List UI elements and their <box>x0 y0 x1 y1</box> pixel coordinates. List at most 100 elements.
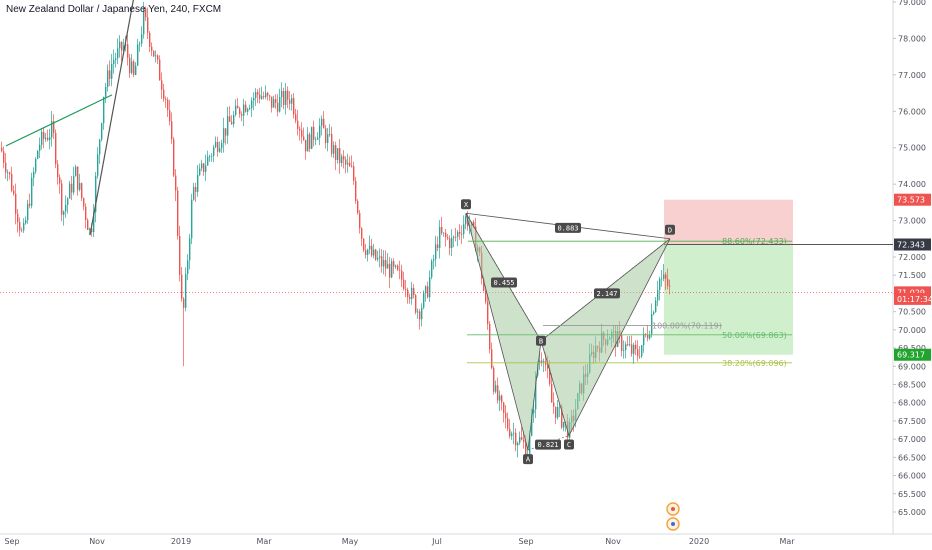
candle-body <box>371 245 373 256</box>
candle-body <box>513 432 515 434</box>
candle-body <box>41 131 43 145</box>
fib-level-label: 100.00%(70.119) <box>652 322 722 331</box>
candle-body <box>445 232 447 238</box>
candle-body <box>57 164 59 178</box>
fib-level-label: 88.60%(72.433) <box>722 237 787 246</box>
trend-line[interactable] <box>89 0 135 236</box>
candle-body <box>125 44 127 46</box>
candle-body <box>325 128 327 143</box>
pattern-point-x[interactable]: X <box>461 199 471 210</box>
time-tick-label: Sep <box>4 537 19 546</box>
candle-body <box>299 128 301 131</box>
candle-body <box>555 406 557 418</box>
pattern-ratio-badge[interactable]: 0.455 <box>491 277 517 288</box>
candle-body <box>103 96 105 124</box>
candle-body <box>335 145 337 161</box>
pattern-ratio-badge[interactable]: 0.821 <box>535 439 561 450</box>
candle-body <box>23 223 25 231</box>
candle-body <box>639 355 641 357</box>
candle-body <box>203 163 205 172</box>
candle-body <box>131 61 133 73</box>
candle-body <box>109 70 111 79</box>
candle-body <box>303 136 305 140</box>
time-tick-label: Sep <box>518 537 533 546</box>
candle-body <box>631 344 633 354</box>
pattern-line-xb <box>465 213 542 341</box>
candle-body <box>101 123 103 140</box>
pattern-ratio-badge[interactable]: 0.883 <box>555 222 581 233</box>
candle-body <box>37 150 39 159</box>
candle-body <box>391 261 393 278</box>
price-tag: 73.573 <box>894 193 931 206</box>
trend-line[interactable] <box>5 94 113 147</box>
candle-body <box>633 344 635 354</box>
candle-body <box>147 17 149 33</box>
candle-body <box>547 364 549 369</box>
event-icons[interactable] <box>666 502 680 531</box>
candle-body <box>237 105 239 109</box>
candle-body <box>311 126 313 149</box>
candle-body <box>511 433 513 437</box>
time-axis[interactable]: Sep Nov 2019 Mar May Jul Sep Nov 2020 Mar <box>4 537 795 546</box>
candle-body <box>365 250 367 255</box>
candle-body <box>149 32 151 47</box>
candle-body <box>397 265 399 270</box>
candle-body <box>279 97 281 112</box>
price-tick-label: 76.000 <box>898 107 926 116</box>
candle-body <box>341 156 343 163</box>
candle-body <box>447 237 449 239</box>
candle-body <box>73 176 75 193</box>
candle-body <box>381 256 383 267</box>
candle-body <box>47 137 49 140</box>
candle-body <box>99 139 101 155</box>
time-tick-label: 2020 <box>689 537 709 546</box>
candle-body <box>289 99 291 104</box>
candle-body <box>623 349 625 351</box>
candle-body <box>363 238 365 251</box>
candle-body <box>541 360 543 363</box>
candle-body <box>159 59 161 81</box>
pattern-point-d[interactable]: D <box>665 224 675 235</box>
candle-body <box>317 137 319 140</box>
candle-body <box>235 105 237 115</box>
candle-body <box>79 183 81 190</box>
candle-body <box>377 257 379 260</box>
candle-body <box>665 274 667 280</box>
candle-body <box>393 261 395 267</box>
candle-body <box>535 375 537 410</box>
candle-body <box>223 128 225 144</box>
pattern-point-a[interactable]: A <box>523 454 533 465</box>
candle-body <box>193 186 195 200</box>
pattern-ratio-badge[interactable]: 2.147 <box>594 288 620 299</box>
price-tick-label: 69.000 <box>898 362 926 371</box>
candle-body <box>309 134 311 149</box>
candle-body <box>291 98 293 104</box>
candle-body <box>643 333 645 346</box>
candle-body <box>551 383 553 403</box>
candle-body <box>525 442 527 457</box>
price-axis[interactable]: 79.000 78.000 77.000 76.000 75.000 74.000 73.0… <box>893 0 926 517</box>
candle-body <box>369 245 371 250</box>
candle-body <box>177 190 179 236</box>
candle-body <box>521 437 523 440</box>
candle-body <box>265 92 267 98</box>
pattern-point-c[interactable]: C <box>564 439 574 450</box>
candle-body <box>113 59 115 64</box>
pattern-point-label: D <box>668 226 672 234</box>
candle-body <box>83 198 85 207</box>
candle-body <box>85 206 87 220</box>
event-flag-icon-dot <box>671 507 675 511</box>
candle-body <box>199 168 201 176</box>
candle-body <box>515 432 517 446</box>
candle-body <box>501 395 503 403</box>
candle-body <box>115 58 117 60</box>
ratio-badge-bg <box>594 288 620 299</box>
candle-body <box>519 437 521 443</box>
pattern-point-b[interactable]: B <box>536 335 546 346</box>
pattern-point-label: C <box>567 441 571 449</box>
price-tick-label: 67.000 <box>898 435 926 444</box>
pattern-point-badge <box>536 335 546 346</box>
candle-body <box>81 183 83 199</box>
candle-body <box>347 162 349 165</box>
